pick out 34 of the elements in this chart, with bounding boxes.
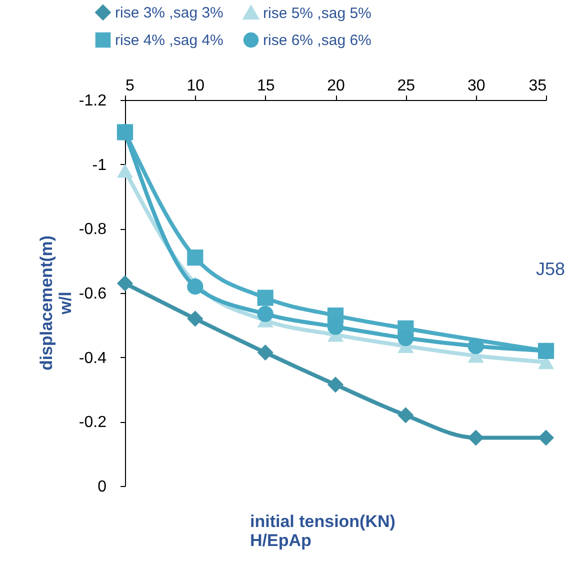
point xyxy=(257,290,274,306)
x-tick-label: 10 xyxy=(186,78,205,94)
point xyxy=(468,338,484,354)
y-tick-label: -0.2 xyxy=(78,414,107,432)
point xyxy=(538,430,554,446)
legend-label: rise 4% ,sag 4% xyxy=(115,32,224,49)
annotation: J58 xyxy=(536,259,566,279)
point xyxy=(398,407,414,424)
point xyxy=(257,306,274,322)
y-tick-label: -0.8 xyxy=(78,221,107,238)
legend-label: rise 6% ,sag 6% xyxy=(263,32,372,49)
x-tick-label: 25 xyxy=(397,78,416,94)
y-tick-label: -1.2 xyxy=(78,92,107,110)
point xyxy=(116,275,134,292)
point xyxy=(257,344,274,361)
point xyxy=(187,250,204,266)
point xyxy=(187,310,204,327)
y-tick-label: -0.6 xyxy=(78,286,107,302)
y-axis-title: displacement(m) w/l xyxy=(37,235,75,371)
point xyxy=(327,376,344,393)
x-tick-label: 30 xyxy=(467,78,486,94)
y-tick-label: -1 xyxy=(92,156,107,174)
x-tick-label: 15 xyxy=(256,78,275,94)
x-tick-label: 20 xyxy=(327,78,345,94)
point xyxy=(187,278,204,295)
legend-label: rise 3% ,sag 3% xyxy=(115,4,224,22)
y-tick-label: -0.4 xyxy=(78,350,107,367)
point xyxy=(468,430,484,446)
x-tick-label: 35 xyxy=(528,78,547,94)
x-tick-label: 5 xyxy=(126,78,134,94)
point xyxy=(116,164,134,178)
x-axis-title: initial tension(KN) H/EpAp xyxy=(250,512,396,550)
legend-label: rise 5% ,sag 5% xyxy=(263,4,372,22)
y-tick-label: 0 xyxy=(98,478,107,496)
